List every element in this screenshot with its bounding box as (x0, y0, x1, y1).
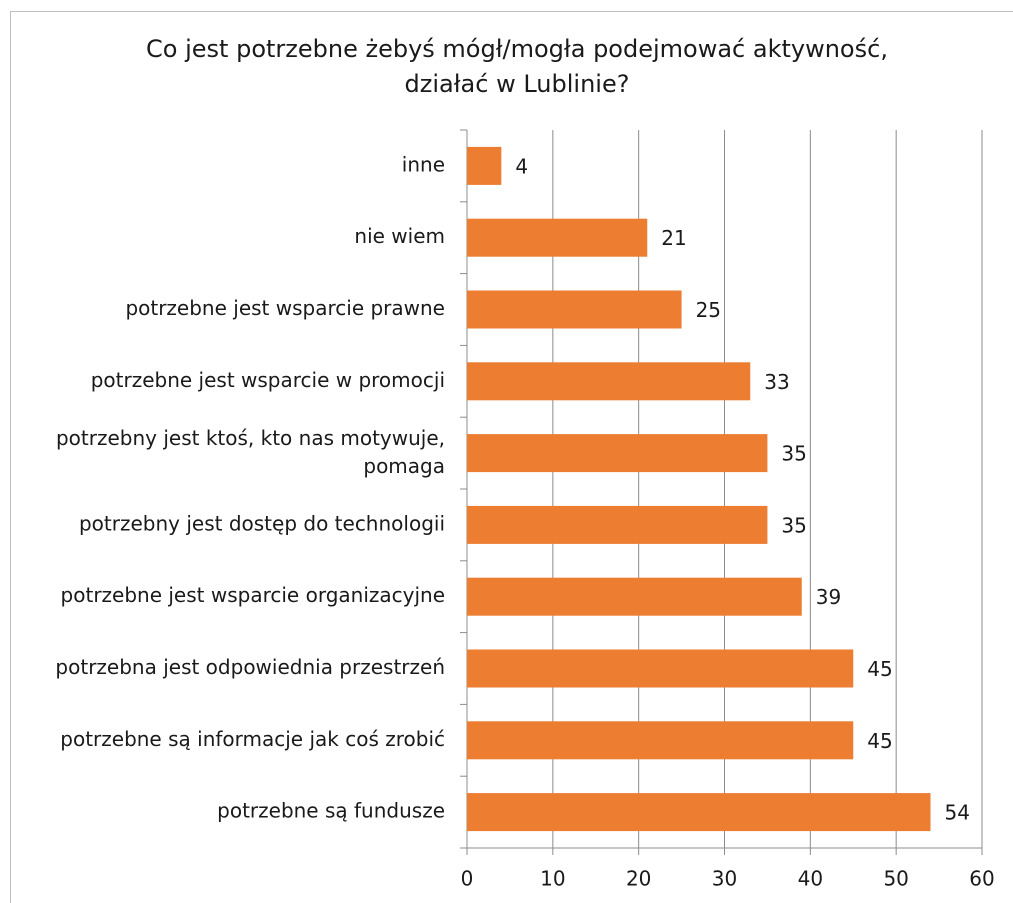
data-label: 54 (945, 801, 970, 825)
x-tick-label: 20 (626, 867, 651, 891)
bar (467, 290, 682, 329)
bar (467, 793, 931, 832)
y-tick-label: nie wiem (354, 224, 445, 248)
data-label: 35 (781, 513, 806, 537)
y-tick-label: inne (402, 152, 445, 176)
bar (467, 721, 854, 760)
data-label: 4 (515, 154, 528, 178)
y-tick-label: potrzebny jest dostęp do technologii (79, 511, 445, 535)
y-tick-label: potrzebny jest ktoś, kto nas motywuje, po… (56, 426, 445, 478)
data-label: 39 (816, 585, 841, 609)
y-tick-label: potrzebne są fundusze (217, 799, 445, 823)
x-tick-label: 30 (712, 867, 737, 891)
x-tick-label: 0 (461, 867, 474, 891)
bar (467, 146, 502, 185)
data-label: 33 (764, 370, 789, 394)
data-label: 45 (867, 657, 892, 681)
y-tick-label: potrzebne jest wsparcie organizacyjne (61, 583, 445, 607)
x-tick-label: 40 (798, 867, 823, 891)
bar (467, 649, 854, 688)
chart-title: Co jest potrzebne żebyś mógł/mogła podej… (146, 35, 888, 98)
data-label: 25 (696, 298, 721, 322)
data-label: 35 (781, 442, 806, 466)
y-tick-label: potrzebne jest wsparcie prawne (125, 296, 445, 320)
bar (467, 362, 751, 401)
y-tick-label: potrzebne jest wsparcie w promocji (91, 368, 445, 392)
bar (467, 218, 648, 257)
x-tick-label: 50 (883, 867, 908, 891)
bar (467, 577, 802, 616)
bar (467, 434, 768, 473)
y-tick-label: potrzebna jest odpowiednia przestrzeń (55, 655, 445, 679)
data-label: 21 (661, 226, 686, 250)
bar (467, 505, 768, 544)
data-label: 45 (867, 729, 892, 753)
x-tick-label: 10 (540, 867, 565, 891)
chart-frame (10, 11, 1013, 903)
x-tick-label: 60 (969, 867, 994, 891)
y-tick-label: potrzebne są informacje jak coś zrobić (60, 727, 445, 751)
